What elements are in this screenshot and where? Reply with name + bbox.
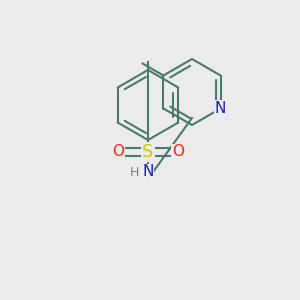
Text: S: S — [142, 143, 154, 161]
Text: H: H — [129, 166, 139, 178]
Text: N: N — [215, 101, 226, 116]
Text: O: O — [112, 145, 124, 160]
Text: O: O — [172, 145, 184, 160]
Text: I: I — [146, 146, 150, 161]
Text: N: N — [142, 164, 154, 179]
